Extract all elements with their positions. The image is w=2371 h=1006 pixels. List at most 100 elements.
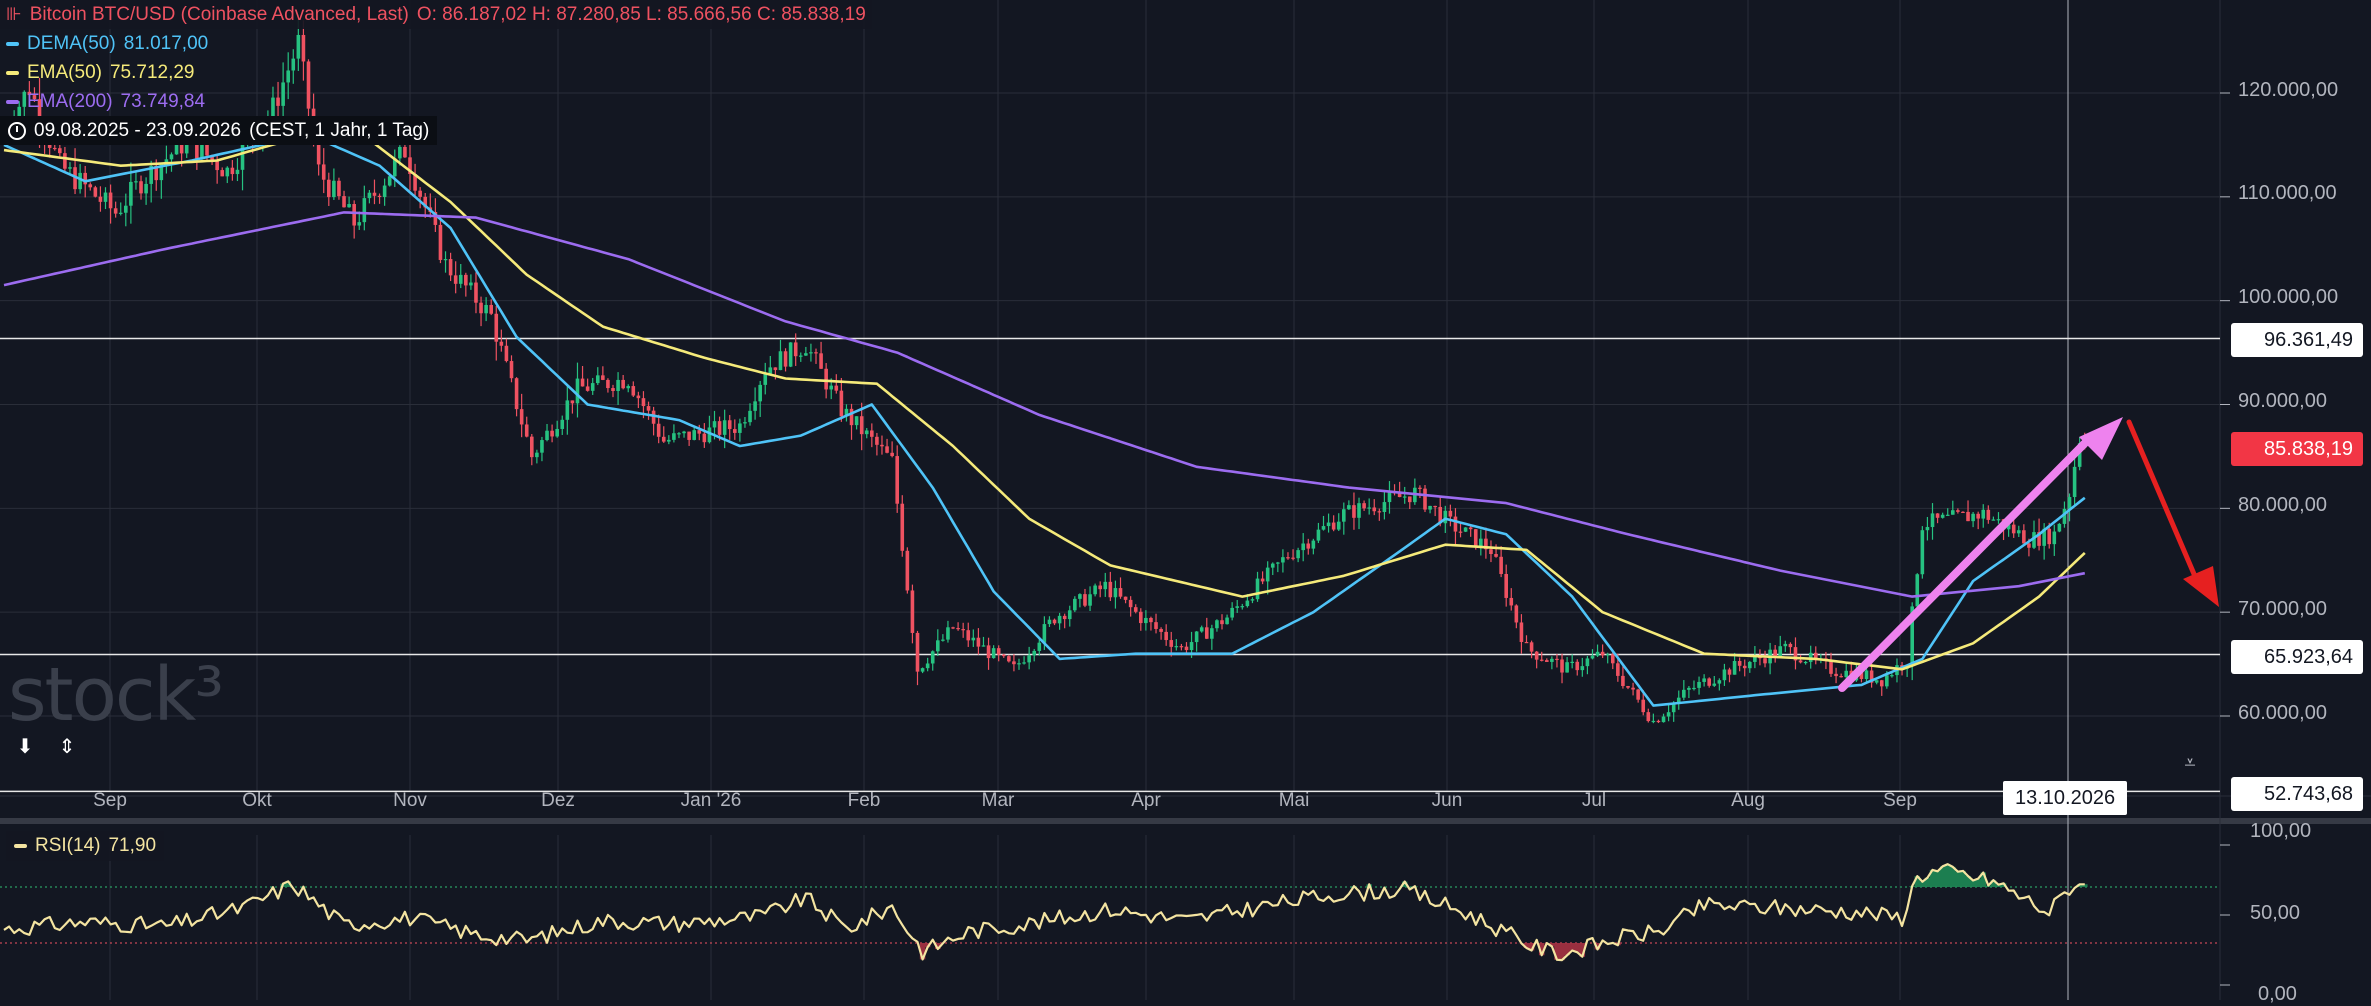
candle bbox=[1550, 658, 1554, 662]
candle bbox=[570, 400, 575, 404]
candle bbox=[1834, 673, 1838, 677]
candle bbox=[712, 421, 717, 428]
candle bbox=[1007, 656, 1011, 662]
candle bbox=[1113, 588, 1118, 598]
candle bbox=[164, 159, 169, 165]
candle bbox=[991, 648, 996, 659]
candle bbox=[327, 179, 331, 198]
price-tick: 90.000,00 bbox=[2238, 390, 2327, 412]
candle bbox=[1499, 556, 1503, 574]
date-tick: Sep bbox=[1883, 790, 1917, 811]
candle bbox=[357, 222, 362, 226]
candle bbox=[1159, 628, 1163, 632]
candle bbox=[1296, 550, 1300, 559]
candle bbox=[946, 627, 950, 640]
download-icon[interactable]: ⬇ bbox=[16, 736, 34, 758]
scroll-end-icon[interactable]: ⩡ bbox=[2184, 752, 2196, 774]
candle bbox=[1575, 661, 1580, 671]
candle bbox=[1890, 675, 1894, 677]
candle bbox=[179, 138, 184, 154]
candle bbox=[149, 165, 153, 184]
candle bbox=[1813, 652, 1818, 659]
candle bbox=[509, 361, 514, 379]
ema50-swatch bbox=[6, 70, 19, 75]
candle bbox=[2047, 528, 2052, 545]
candle bbox=[885, 446, 889, 453]
downtrend-arrow-head bbox=[2183, 566, 2219, 607]
candle bbox=[230, 167, 235, 175]
candle bbox=[1164, 631, 1168, 641]
candle bbox=[1032, 650, 1037, 656]
rsi-tick: 50,00 bbox=[2250, 902, 2301, 924]
candle bbox=[763, 373, 768, 385]
candle bbox=[448, 259, 453, 276]
candle bbox=[1956, 510, 1960, 512]
candle bbox=[672, 433, 676, 440]
candle bbox=[738, 423, 742, 433]
candle bbox=[2042, 528, 2046, 546]
candle bbox=[215, 159, 219, 171]
candle bbox=[337, 180, 341, 197]
candle bbox=[1331, 522, 1336, 530]
candle bbox=[540, 440, 544, 453]
candle bbox=[1001, 654, 1006, 657]
candle bbox=[1986, 509, 1991, 520]
candle bbox=[1083, 594, 1087, 606]
candle bbox=[1179, 646, 1184, 648]
candle bbox=[1753, 655, 1757, 662]
candle bbox=[930, 651, 935, 664]
uptrend-arrow-head bbox=[2079, 417, 2123, 460]
candle bbox=[1245, 600, 1250, 607]
rsi-legend[interactable]: RSI(14) 71,90 bbox=[6, 831, 165, 861]
candle bbox=[1407, 496, 1412, 503]
candle bbox=[514, 378, 519, 410]
candle bbox=[809, 352, 813, 354]
candle bbox=[1098, 585, 1102, 590]
date-range-row[interactable]: 09.08.2025 - 23.09.2026 (CEST, 1 Jahr, 1… bbox=[0, 116, 438, 145]
bottom-price-label: 52.743,68 bbox=[2231, 777, 2363, 811]
legend-ema50[interactable]: EMA(50) 75.712,29 bbox=[6, 58, 872, 87]
date-tick: Feb bbox=[847, 790, 881, 811]
candle bbox=[1357, 503, 1361, 518]
rsi-tick: 0,00 bbox=[2258, 983, 2297, 1005]
candle bbox=[2062, 508, 2067, 524]
legend-ema200[interactable]: EMA(200) 73.749,84 bbox=[6, 87, 872, 116]
candle bbox=[22, 91, 27, 107]
current-price-label: 85.838,19 bbox=[2231, 432, 2363, 466]
date-tick: Aug bbox=[1731, 790, 1765, 811]
candle bbox=[788, 342, 793, 367]
candle bbox=[1169, 640, 1174, 647]
candle bbox=[195, 134, 199, 159]
price-tick: 80.000,00 bbox=[2238, 494, 2327, 516]
candle bbox=[1235, 606, 1240, 608]
candle bbox=[1504, 573, 1508, 598]
candle bbox=[1306, 543, 1311, 549]
candle bbox=[743, 422, 747, 424]
candle bbox=[1742, 665, 1747, 669]
scale-toggle-icon[interactable]: ⇕ bbox=[58, 736, 76, 758]
candle bbox=[1748, 661, 1752, 669]
candle bbox=[656, 423, 661, 437]
candle bbox=[271, 97, 275, 118]
date-tick: Dez bbox=[541, 790, 575, 811]
candle bbox=[1783, 643, 1788, 647]
candle bbox=[1829, 660, 1833, 674]
candle bbox=[113, 208, 118, 214]
candle bbox=[1463, 527, 1468, 532]
candle bbox=[1144, 617, 1148, 624]
legend-title-row: ⊪ Bitcoin BTC/USD (Coinbase Advanced, La… bbox=[0, 0, 872, 29]
candle bbox=[1230, 607, 1234, 618]
candle bbox=[859, 416, 864, 435]
candle bbox=[590, 383, 595, 391]
candle bbox=[595, 375, 600, 384]
candle bbox=[976, 637, 981, 647]
candle bbox=[667, 439, 671, 442]
candle bbox=[829, 385, 834, 390]
candle-icon: ⊪ bbox=[6, 4, 22, 24]
candle bbox=[1473, 529, 1478, 548]
candle bbox=[332, 180, 336, 198]
candle bbox=[438, 224, 443, 260]
candle bbox=[1595, 651, 1600, 656]
legend-dema[interactable]: DEMA(50) 81.017,00 bbox=[6, 29, 872, 58]
